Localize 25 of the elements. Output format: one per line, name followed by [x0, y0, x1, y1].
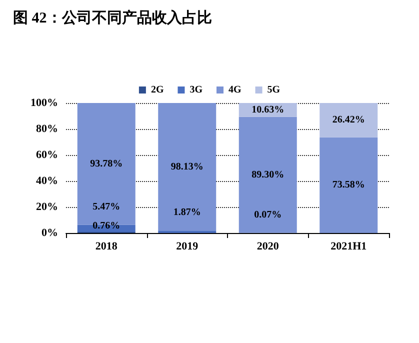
data-label: 93.78%: [90, 158, 123, 170]
data-label: 73.58%: [332, 180, 365, 191]
legend-label: 3G: [190, 84, 203, 96]
chart-title: 图 42：公司不同产品收入占比: [13, 10, 212, 26]
y-tick-label: 20%: [36, 201, 58, 213]
data-label: 10.63%: [252, 104, 284, 116]
data-label: 5.47%: [92, 201, 120, 212]
legend-label: 4G: [228, 84, 242, 96]
legend-label: 2G: [150, 84, 164, 96]
y-tick-label: 0%: [42, 227, 58, 239]
data-label: 26.42%: [332, 114, 365, 126]
y-tick-label: 60%: [36, 149, 58, 161]
x-tick-label: 2019: [176, 240, 199, 252]
y-tick-label: 80%: [36, 123, 58, 135]
x-tick-label: 2021H1: [330, 240, 367, 252]
data-label: 98.13%: [170, 161, 204, 172]
x-tick-label: 2020: [256, 240, 280, 252]
data-label: 1.87%: [173, 207, 201, 218]
data-label: 89.30%: [252, 169, 284, 180]
y-tick-label: 100%: [30, 97, 58, 109]
y-tick-label: 40%: [36, 175, 58, 187]
x-tick-label: 2018: [95, 240, 118, 252]
legend-label: 5G: [267, 84, 280, 96]
data-label: 0.76%: [92, 220, 120, 232]
data-label: 0.07%: [254, 209, 282, 220]
